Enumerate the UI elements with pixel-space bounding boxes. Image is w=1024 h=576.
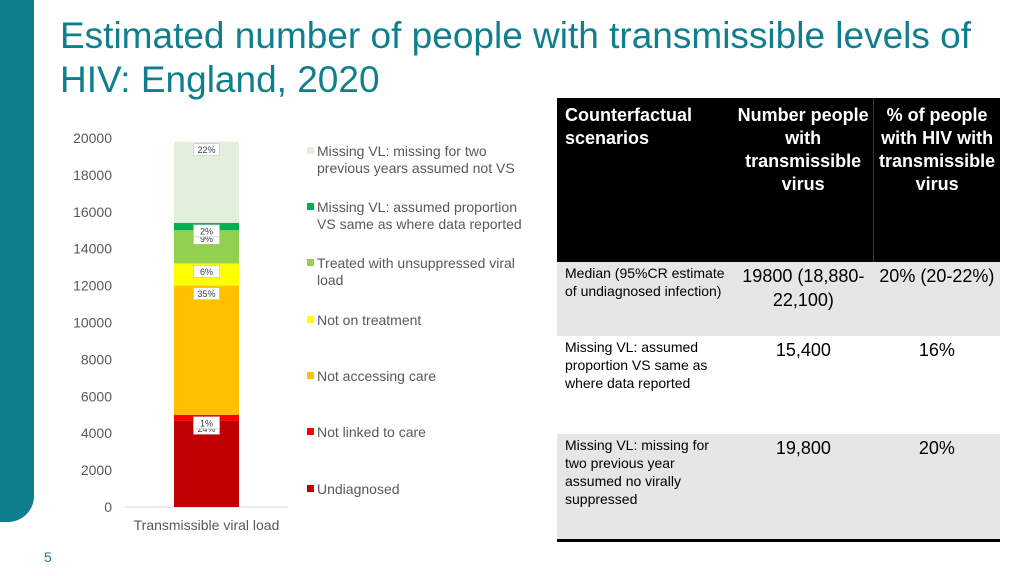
- table-row: Missing VL: assumed proportion VS same a…: [557, 336, 1000, 434]
- y-tick-label: 6000: [81, 388, 112, 404]
- legend-swatch: [307, 147, 314, 154]
- slide-title: Estimated number of people with transmis…: [60, 15, 972, 100]
- legend-label: Missing VL: missing for two previous yea…: [317, 143, 515, 176]
- side-accent-bar: [0, 0, 34, 522]
- legend-label: Not on treatment: [317, 312, 422, 328]
- data-label: 35%: [197, 289, 215, 299]
- legend-item: Missing VL: assumed proportion VS same a…: [307, 199, 537, 233]
- row-percent: 20%: [873, 434, 1000, 542]
- bar-segment: [174, 285, 239, 415]
- row-percent: 20% (20-22%): [873, 262, 1000, 336]
- y-tick-label: 4000: [81, 425, 112, 441]
- data-label: 22%: [197, 145, 215, 155]
- legend-item: Missing VL: missing for two previous yea…: [307, 143, 537, 177]
- stacked-bar-chart: 0 2000 4000 6000 8000 10000 12000 14000 16000 180…: [73, 130, 288, 533]
- legend-swatch: [307, 485, 314, 492]
- y-tick-label: 8000: [81, 351, 112, 367]
- y-tick-label: 12000: [73, 278, 112, 294]
- data-label: 2%: [200, 226, 213, 236]
- row-scenario: Median (95%CR estimate of undiagnosed in…: [557, 262, 734, 336]
- y-tick-label: 10000: [73, 315, 112, 331]
- row-scenario: Missing VL: missing for two previous yea…: [557, 434, 734, 542]
- header-scenarios: Counterfactual scenarios: [557, 98, 734, 262]
- y-tick-label: 16000: [73, 204, 112, 220]
- legend-label: Not accessing care: [317, 368, 437, 384]
- y-tick-label: 2000: [81, 462, 112, 478]
- row-number: 15,400: [775, 340, 831, 360]
- header-number: Number people with transmissible virus: [733, 98, 875, 262]
- data-label: 9%: [200, 234, 213, 244]
- legend-label: Treated with unsuppressed viral load: [317, 255, 515, 288]
- y-tick-label: 0: [104, 499, 112, 515]
- row-scenario: Missing VL: assumed proportion VS same a…: [565, 339, 708, 391]
- data-label: 1%: [200, 418, 213, 428]
- y-tick-label: 18000: [73, 167, 112, 183]
- legend-item: Not accessing care: [307, 368, 537, 385]
- row-number: 19800 (18,880-22,100): [733, 262, 874, 336]
- legend-swatch: [307, 203, 314, 210]
- legend-item: Treated with unsuppressed viral load: [307, 255, 537, 289]
- page-number: 5: [44, 549, 52, 565]
- row-percent: 16%: [918, 340, 955, 360]
- y-tick-label: 14000: [73, 241, 112, 257]
- table-header-row: Counterfactual scenarios Number people w…: [557, 98, 1000, 262]
- legend-label: Not linked to care: [317, 424, 426, 440]
- legend-swatch: [307, 316, 314, 323]
- y-tick-label: 20000: [73, 130, 112, 146]
- legend-swatch: [307, 259, 314, 266]
- legend-item: Not on treatment: [307, 312, 537, 329]
- data-label-box: [193, 143, 220, 156]
- row-number: 19,800: [733, 434, 874, 542]
- legend-label: Undiagnosed: [317, 481, 400, 497]
- data-label-box: [193, 416, 220, 430]
- x-tick-label: Transmissible viral load: [134, 517, 280, 533]
- data-label-box: [193, 224, 220, 238]
- table-row: Median (95%CR estimate of undiagnosed in…: [557, 262, 1000, 336]
- table-row: Missing VL: missing for two previous yea…: [557, 434, 1000, 542]
- data-label: 6%: [200, 267, 213, 277]
- data-label-box: [193, 287, 220, 300]
- header-percent: % of people with HIV with transmissible …: [873, 98, 1000, 262]
- legend-label: Missing VL: assumed proportion VS same a…: [317, 199, 522, 232]
- legend-swatch: [307, 428, 314, 435]
- legend-item: Undiagnosed: [307, 481, 537, 498]
- legend-item: Not linked to care: [307, 424, 537, 441]
- data-label-box: [193, 265, 220, 278]
- legend-swatch: [307, 372, 314, 379]
- counterfactual-table: Counterfactual scenarios Number people w…: [557, 98, 1000, 542]
- bar-segment: [174, 420, 239, 507]
